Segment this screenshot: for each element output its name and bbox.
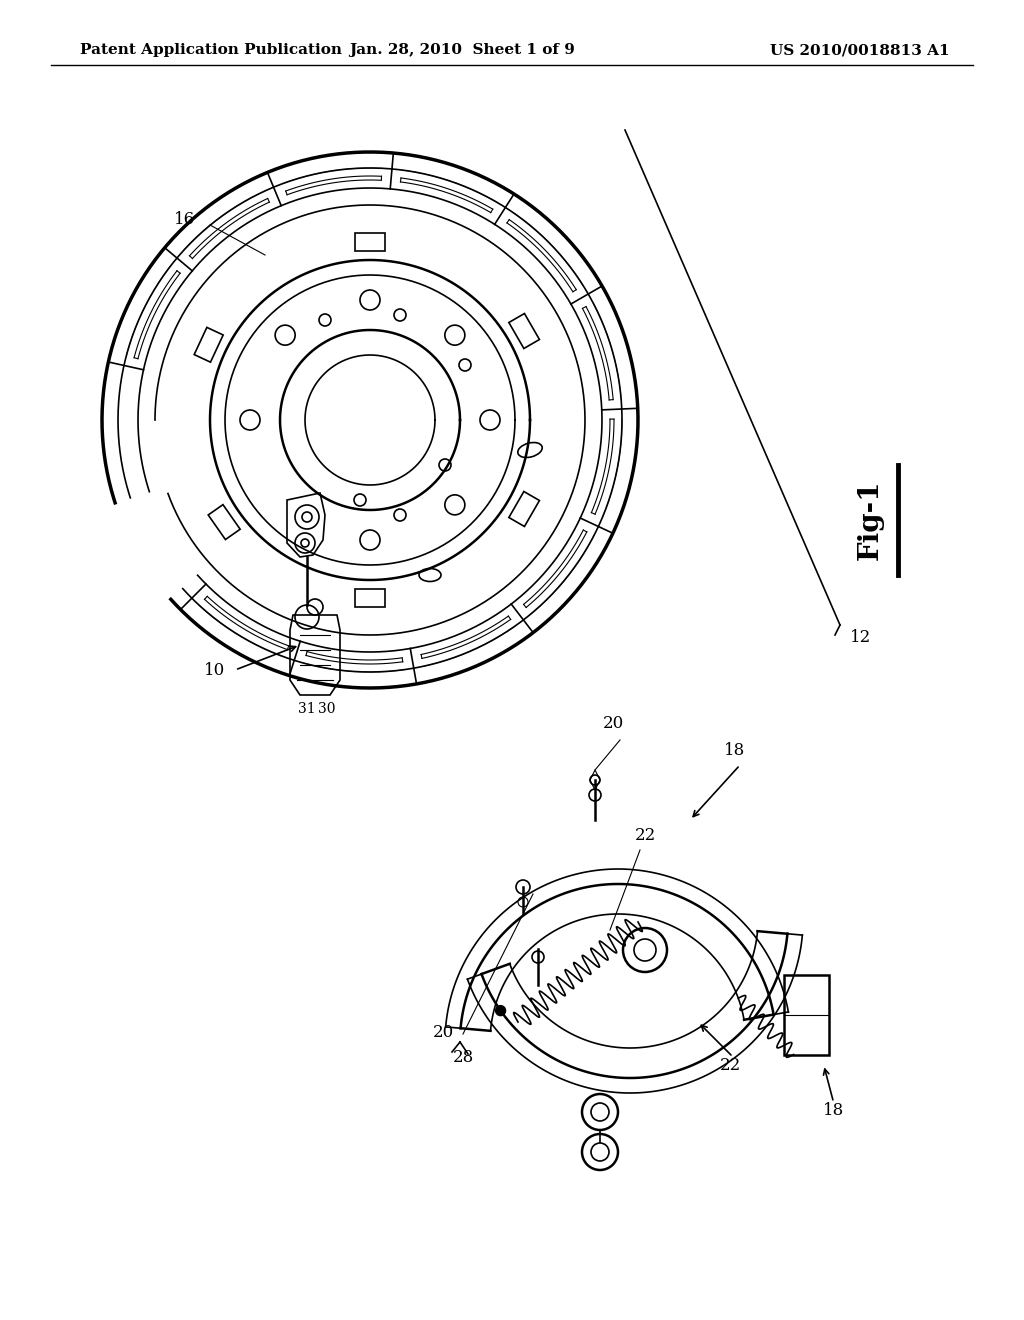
Text: 22: 22	[635, 828, 655, 843]
Text: 31: 31	[298, 702, 315, 715]
Circle shape	[590, 775, 600, 785]
Text: 28: 28	[453, 1049, 474, 1067]
Text: 18: 18	[823, 1102, 844, 1118]
Text: 22: 22	[720, 1057, 740, 1074]
Text: 30: 30	[318, 702, 336, 715]
Text: Fig-1: Fig-1	[856, 479, 884, 560]
Text: 10: 10	[205, 663, 225, 678]
Text: Jan. 28, 2010  Sheet 1 of 9: Jan. 28, 2010 Sheet 1 of 9	[349, 44, 574, 57]
Bar	[783, 974, 828, 1055]
Text: 18: 18	[724, 742, 745, 759]
Text: Patent Application Publication: Patent Application Publication	[80, 44, 342, 57]
Text: 16: 16	[174, 211, 196, 228]
Text: 12: 12	[850, 628, 871, 645]
Text: US 2010/0018813 A1: US 2010/0018813 A1	[770, 44, 950, 57]
Text: 20: 20	[602, 715, 624, 733]
Text: 20: 20	[432, 1024, 454, 1041]
Circle shape	[496, 1006, 506, 1015]
